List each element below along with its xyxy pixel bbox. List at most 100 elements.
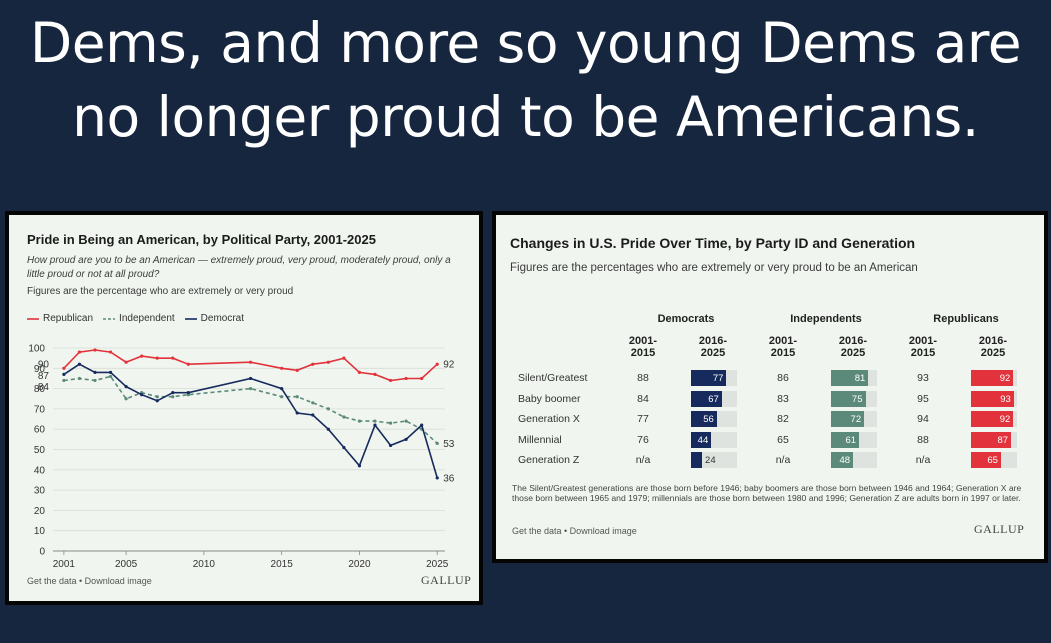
data-point <box>186 362 190 366</box>
x-tick-label: 2015 <box>271 559 294 570</box>
x-tick-label: 2010 <box>193 559 216 570</box>
rep-late-bar-track: 65 <box>971 452 1017 468</box>
data-point <box>342 356 346 360</box>
data-point <box>311 362 315 366</box>
rep-late-value: 92 <box>999 373 1011 384</box>
data-point <box>155 356 159 360</box>
data-point <box>108 370 113 374</box>
data-point <box>171 395 175 399</box>
row-label: Millennial <box>518 433 562 446</box>
table-row: Generation Z n/a 24 n/a 48 n/a 65 <box>516 450 1017 470</box>
dem-late-value: 44 <box>697 434 709 446</box>
end-value-label: 53 <box>443 439 455 450</box>
y-tick-label: 10 <box>34 526 46 537</box>
data-point <box>326 427 330 431</box>
data-point <box>295 395 299 399</box>
dem-late-bar-track: 67 <box>691 390 737 407</box>
data-point <box>357 370 362 374</box>
data-point <box>155 395 159 399</box>
data-point <box>357 419 362 423</box>
start-value-label: 84 <box>38 382 50 393</box>
ind-late-bar <box>831 370 869 386</box>
col-header-rep-early: 2001- 2015 <box>908 335 938 359</box>
ind-late-bar-track: 72 <box>831 411 877 427</box>
table-chart-footer-links[interactable]: Get the data • Download image <box>512 526 637 536</box>
data-point <box>93 378 97 383</box>
data-point <box>435 362 439 366</box>
data-point <box>280 387 284 391</box>
legend-label-republican: Republican <box>43 313 94 324</box>
data-point <box>248 376 253 381</box>
data-point <box>124 384 128 389</box>
rep-late-bar-track: 87 <box>971 431 1017 448</box>
ind-late-bar <box>831 431 860 448</box>
dem-late-bar-track: 77 <box>691 370 737 386</box>
col-header-dem-late: 2016- 2025 <box>698 335 728 359</box>
dem-late-bar-track: 56 <box>691 411 737 427</box>
data-point <box>357 464 362 468</box>
y-tick-label: 80 <box>34 384 46 395</box>
dem-early-value: 77 <box>637 413 649 425</box>
data-point <box>435 441 439 446</box>
dem-late-value: 24 <box>705 455 716 466</box>
rep-late-bar-track: 92 <box>971 370 1017 386</box>
line-chart-subtitle: Figures are the percentage who are extre… <box>27 286 294 297</box>
y-tick-label: 70 <box>34 404 46 415</box>
data-point <box>373 423 377 427</box>
line-chart-plot: 0 10 20 30 40 50 60 70 80 90 100 2001 2005 2010 2015 20… <box>28 344 455 571</box>
ind-early-value: 83 <box>777 392 789 405</box>
col-header-ind-late: 2016- 2025 <box>838 335 868 359</box>
headline: Dems, and more so young Dems are no long… <box>0 6 1051 154</box>
rep-late-bar <box>971 411 1014 427</box>
start-value-label: 87 <box>38 371 50 382</box>
col-header-rep-late: 2016- 2025 <box>978 335 1008 359</box>
dem-early-value: 76 <box>637 433 649 446</box>
gallup-logo: GALLUP <box>974 522 1025 536</box>
rep-late-bar-track: 92 <box>971 411 1017 427</box>
dem-late-bar-track: 44 <box>691 431 737 448</box>
x-tick-label: 2025 <box>426 559 449 570</box>
rep-late-bar <box>971 390 1014 407</box>
row-label: Silent/Greatest <box>518 372 588 384</box>
col-header-dem-early: 2001- 2015 <box>628 335 658 359</box>
data-point <box>280 395 284 399</box>
data-point <box>62 366 66 370</box>
data-point <box>326 407 330 411</box>
data-point <box>108 350 113 354</box>
data-point <box>404 376 408 381</box>
ind-late-value: 61 <box>845 434 857 446</box>
group-header-republicans: Republicans <box>933 313 999 325</box>
line-chart-footer-links[interactable]: Get the data • Download image <box>27 576 152 586</box>
data-point <box>77 376 82 381</box>
rep-early-value: 95 <box>917 392 929 405</box>
ind-early-value: 65 <box>777 433 789 446</box>
legend-label-democrat: Democrat <box>200 313 245 324</box>
rep-late-bar <box>971 452 1001 468</box>
data-point <box>124 360 128 364</box>
ind-late-value: 72 <box>850 414 862 425</box>
end-value-label: 36 <box>443 473 455 484</box>
data-point <box>140 393 144 397</box>
data-point <box>342 445 346 450</box>
rep-late-value: 92 <box>999 414 1011 425</box>
data-point <box>404 437 408 441</box>
data-point <box>311 401 315 405</box>
ind-late-value: 75 <box>851 393 863 405</box>
table-row: Millennial 76 44 65 61 88 87 <box>516 430 1017 450</box>
y-tick-label: 90 <box>34 364 46 375</box>
ind-late-bar-track: 61 <box>831 431 877 448</box>
data-point <box>248 387 253 391</box>
y-tick-label: 30 <box>34 486 46 497</box>
ind-early-value: 86 <box>777 372 789 384</box>
ind-late-value: 48 <box>839 455 851 466</box>
table-chart-panel: Changes in U.S. Pride Over Time, by Part… <box>492 211 1048 563</box>
data-point <box>280 366 284 370</box>
data-point <box>373 419 377 423</box>
data-point <box>248 360 253 364</box>
group-header-independents: Independents <box>790 313 862 325</box>
data-point <box>77 362 82 366</box>
dem-late-bar <box>691 390 722 407</box>
rep-late-value: 87 <box>997 434 1009 446</box>
y-tick-label: 60 <box>34 425 46 436</box>
line-chart-title: Pride in Being an American, by Political… <box>27 232 376 247</box>
